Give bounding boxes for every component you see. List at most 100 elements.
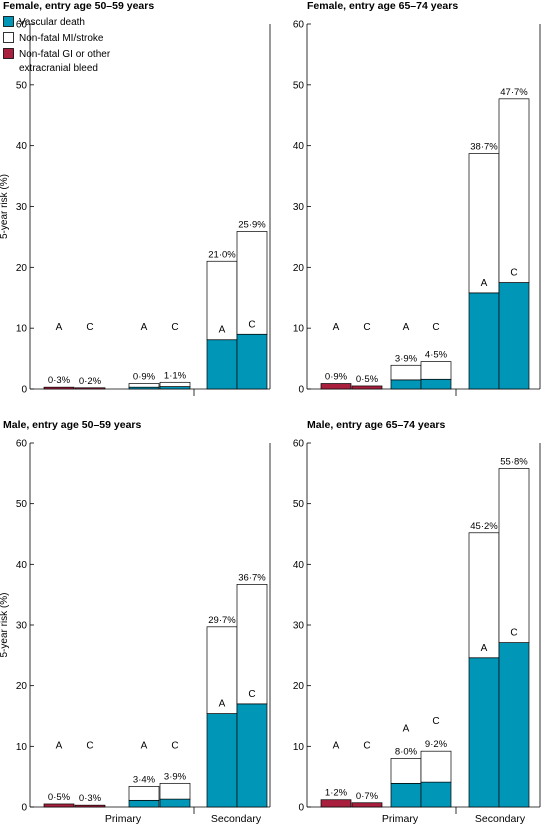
legend-label-vascular: Vascular death <box>19 17 85 28</box>
y-tick-label: 20 <box>293 263 305 274</box>
legend: Vascular death Non-fatal MI/stroke Non-f… <box>3 16 111 74</box>
y-tick-label: 50 <box>16 80 28 91</box>
chart-panel-1: Female, entry age 50–59 years 0 10 20 30 40 50… <box>0 0 271 396</box>
bar-letter-label: C <box>171 322 178 333</box>
y-tick-label: 10 <box>293 742 305 753</box>
bar-segment-nonfatal <box>390 758 422 784</box>
y-tick-label: 10 <box>16 742 28 753</box>
bar-segment-nonfatal <box>236 231 268 335</box>
bar-letter-label: A <box>403 322 410 333</box>
bar-segment-bleed <box>320 383 352 390</box>
bar-segment-vascular <box>390 379 422 390</box>
y-tick-label: 40 <box>293 560 305 571</box>
y-tick-label: 50 <box>16 499 28 510</box>
bar-value-label: 0·3% <box>79 793 102 804</box>
bar-letter-label: C <box>363 740 370 751</box>
bar-segment-vascular <box>206 339 238 390</box>
bar-segment-bleed <box>74 387 106 390</box>
bar-value-label: 1·1% <box>164 370 187 381</box>
bar-value-label: 29·7% <box>208 615 236 626</box>
panel-title: Female, entry age 50–59 years <box>3 0 154 12</box>
y-tick-label: 40 <box>293 141 305 152</box>
y-tick-label: 10 <box>293 324 305 335</box>
bar-letter-label: C <box>86 740 93 751</box>
y-tick-label: 50 <box>293 80 305 91</box>
legend-label-nonfatal: Non-fatal MI/stroke <box>19 33 104 44</box>
bar-segment-nonfatal <box>206 260 238 341</box>
bar-segment-bleed <box>351 802 383 808</box>
bar-segment-vascular <box>468 657 500 808</box>
bar-segment-nonfatal <box>468 532 500 659</box>
legend-swatch-vascular <box>3 16 14 27</box>
chart-panel-4: Male, entry age 65–74 years 0 10 20 30 40 50 60… <box>293 419 541 814</box>
bar-letter-label: A <box>219 699 226 710</box>
bar-segment-nonfatal <box>390 364 422 381</box>
bar-segment-nonfatal <box>498 468 530 643</box>
bar-segment-vascular <box>498 282 530 390</box>
bar-value-label: 3·4% <box>133 774 156 785</box>
y-tick-label: 10 <box>16 324 28 335</box>
bar-segment-bleed <box>43 803 75 808</box>
bar-value-label: 47·7% <box>500 87 528 98</box>
bar-segment-nonfatal <box>420 750 452 783</box>
x-group-label-secondary-left: Secondary <box>211 813 262 825</box>
bar-letter-label: A <box>56 740 63 751</box>
bar-letter-label: A <box>141 322 148 333</box>
chart-panel-3: Male, entry age 50–59 years 0 10 20 30 40 50 60… <box>0 419 271 814</box>
panel-title: Male, entry age 50–59 years <box>3 419 142 431</box>
bar-value-label: 45·2% <box>470 521 498 532</box>
bar-letter-label: A <box>219 325 226 336</box>
bar-value-label: 3·9% <box>164 771 187 782</box>
y-tick-label: 20 <box>16 681 28 692</box>
bar-value-label: 0·9% <box>133 372 156 383</box>
bar-letter-label: A <box>333 740 340 751</box>
bar-segment-nonfatal <box>498 98 530 283</box>
bar-segment-bleed <box>320 799 352 808</box>
y-tick-label: 50 <box>293 499 305 510</box>
bar-segment-nonfatal <box>236 584 268 705</box>
bar-segment-nonfatal <box>206 626 238 714</box>
bar-segment-bleed <box>43 386 75 390</box>
bar-segment-vascular <box>498 642 530 808</box>
bar-letter-label: A <box>333 322 340 333</box>
x-group-label-secondary-right: Secondary <box>475 813 526 825</box>
bar-segment-vascular <box>236 703 268 808</box>
bar-segment-nonfatal <box>128 786 160 801</box>
bar-segment-nonfatal <box>420 361 452 380</box>
y-tick-label: 30 <box>16 202 28 213</box>
y-tick-label: 30 <box>293 202 305 213</box>
bar-segment-vascular <box>236 333 268 390</box>
y-tick-label: 60 <box>16 439 28 450</box>
bar-segment-vascular <box>128 799 160 808</box>
bar-segment-vascular <box>390 782 422 808</box>
legend-label-bleed-line1: Non-fatal GI or other <box>19 49 111 60</box>
bar-letter-label: C <box>248 319 255 330</box>
chart-panel-2: Female, entry age 65–74 years 0 10 20 30 40 50… <box>293 0 541 396</box>
bar-letter-label: A <box>481 643 488 654</box>
bar-segment-nonfatal <box>159 381 191 387</box>
bar-segment-vascular <box>159 798 191 808</box>
bar-letter-label: C <box>432 716 439 727</box>
bar-value-label: 0·7% <box>356 791 379 802</box>
bar-segment-nonfatal <box>128 383 160 388</box>
x-group-labels: Primary Secondary Primary Secondary <box>105 813 526 825</box>
bar-value-label: 38·7% <box>470 142 498 153</box>
bar-letter-label: C <box>363 322 370 333</box>
y-tick-label: 40 <box>16 560 28 571</box>
bar-letter-label: C <box>510 268 517 279</box>
x-group-label-primary-right: Primary <box>382 813 419 825</box>
bar-letter-label: A <box>56 322 63 333</box>
bar-letter-label: A <box>141 740 148 751</box>
bar-segment-vascular <box>206 713 238 808</box>
bar-segment-vascular <box>420 378 452 390</box>
bar-value-label: 8·0% <box>395 746 418 757</box>
bar-value-label: 0·9% <box>325 372 348 383</box>
y-tick-label: 0 <box>298 803 304 814</box>
bar-letter-label: C <box>248 689 255 700</box>
bar-letter-label: C <box>432 322 439 333</box>
y-tick-label: 40 <box>16 141 28 152</box>
bar-value-label: 1·2% <box>325 788 348 799</box>
bar-value-label: 36·7% <box>238 572 266 583</box>
bar-letter-label: A <box>481 278 488 289</box>
